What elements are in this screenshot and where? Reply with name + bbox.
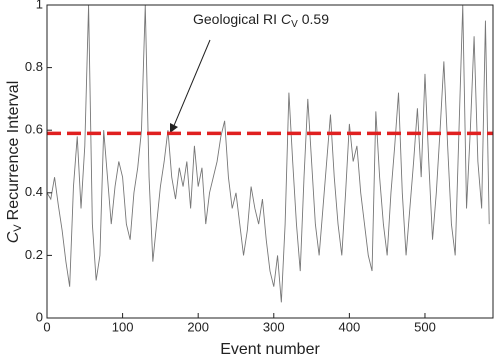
y-axis-label: CV Recurrence Interval	[5, 81, 24, 244]
annotation-text: Geological RI	[193, 11, 281, 27]
y-tick-label: 1	[36, 0, 43, 11]
annotation-value: 0.59	[302, 11, 329, 27]
x-tick-label: 400	[339, 319, 361, 334]
annotation-arrow	[172, 39, 211, 129]
x-axis-label: Event number	[220, 341, 320, 358]
y-tick-label: 0.8	[25, 59, 43, 74]
annotation-subscript: V	[291, 19, 298, 30]
x-tick-label: 0	[43, 319, 50, 334]
y-tick-label: 0.4	[25, 184, 43, 199]
y-tick-label: 0.6	[25, 122, 43, 137]
y-tick-label: 0	[36, 309, 43, 324]
annotation-symbol: C	[281, 11, 292, 27]
annotation: Geological RI CV 0.59	[193, 11, 329, 30]
y-tick-label: 0.2	[25, 247, 43, 262]
x-tick-label: 100	[112, 319, 134, 334]
x-tick-label: 300	[263, 319, 285, 334]
arrow-head	[170, 123, 178, 133]
x-tick-label: 200	[187, 319, 209, 334]
y-label-text: Recurrence Interval	[5, 81, 22, 221]
x-tick-label: 500	[414, 319, 436, 334]
plot-frame	[46, 4, 494, 319]
y-label-subscript: V	[12, 224, 24, 232]
data-line	[46, 4, 490, 303]
y-label-symbol: C	[5, 231, 22, 243]
